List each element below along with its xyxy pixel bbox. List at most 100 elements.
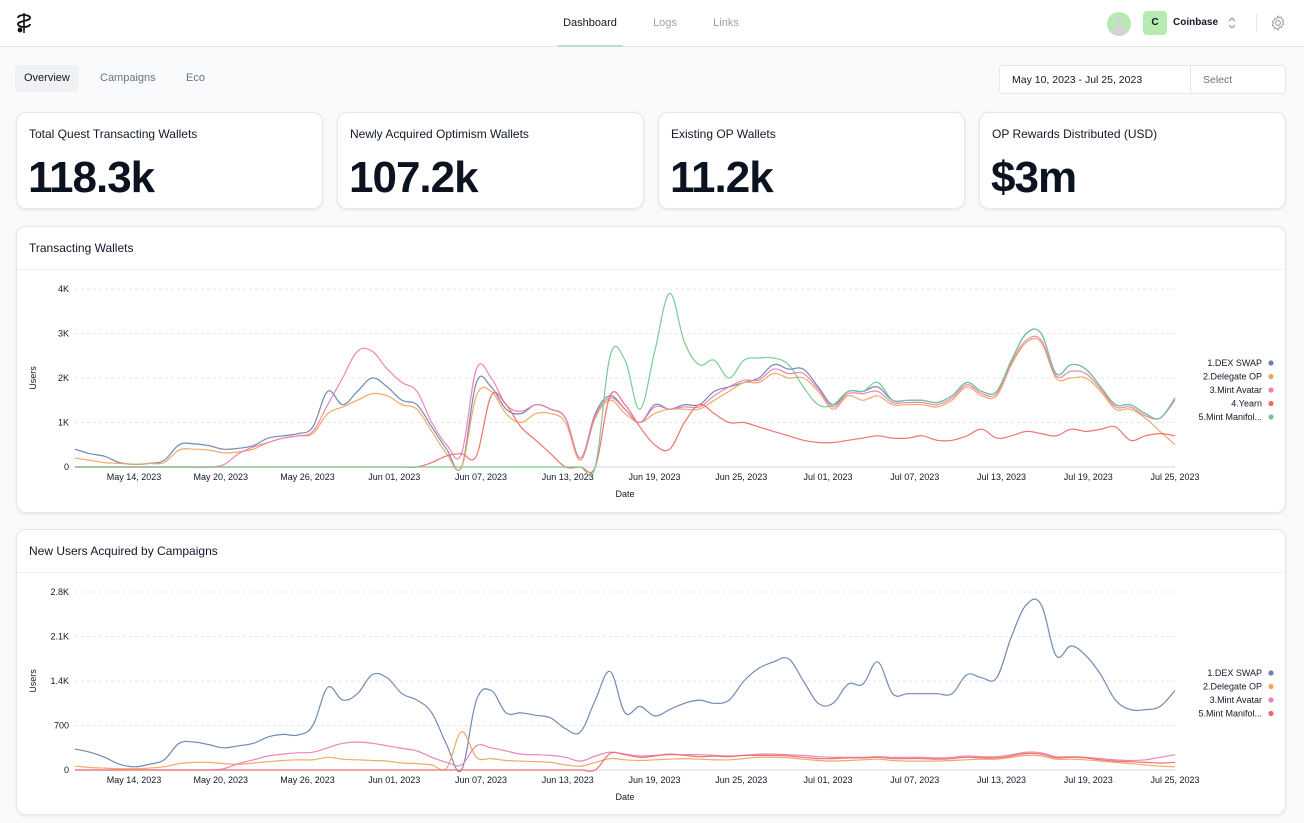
new-users-chart: 0 700 1.4K 2.1K 2.8K May 14, 2023 May 20, 2023… <box>28 587 1274 802</box>
metric-card-op-rewards: OP Rewards Distributed (USD) $3m <box>979 112 1286 209</box>
metric-value: 118.3k <box>28 153 155 202</box>
top-bar: Dashboard Logs Links C Coinbase <box>0 0 1304 47</box>
x-tick-label: Jun 19, 2023 <box>628 472 680 482</box>
series-line <box>75 335 1176 468</box>
y-tick-label: 2K <box>58 373 69 383</box>
chart-card-transacting-wallets: Transacting Wallets 0 1K 2K 3K 4K May 14, 202… <box>16 226 1286 513</box>
tab-links[interactable]: Links <box>713 17 739 29</box>
legend-marker <box>1268 710 1274 717</box>
legend-marker <box>1268 670 1274 676</box>
x-tick-label: Jun 13, 2023 <box>542 775 594 785</box>
y-tick-label: 700 <box>54 721 69 731</box>
x-tick-label: May 14, 2023 <box>107 472 162 482</box>
x-tick-label: May 20, 2023 <box>193 472 248 482</box>
legend-label: 1.DEX SWAP <box>1207 358 1262 368</box>
legend-label: 3.Mint Avatar <box>1210 385 1262 395</box>
x-tick-label: Jun 25, 2023 <box>715 472 767 482</box>
metric-value: 11.2k <box>670 153 774 202</box>
metric-value: $3m <box>991 153 1077 202</box>
series-line <box>74 731 1176 771</box>
x-tick-label: Jun 07, 2023 <box>455 775 507 785</box>
x-tick-label: May 20, 2023 <box>193 775 248 785</box>
chart-title: Transacting Wallets <box>29 241 134 255</box>
legend-label: 5.Mint Manifol... <box>1198 709 1262 719</box>
subtab-overview[interactable]: Overview <box>15 65 79 92</box>
metric-title: Total Quest Transacting Wallets <box>29 127 198 141</box>
x-tick-label: May 26, 2023 <box>280 472 335 482</box>
date-preset-select[interactable]: Select <box>1203 74 1233 86</box>
logo-icon[interactable] <box>14 12 34 34</box>
chart-divider <box>17 572 1285 573</box>
header-divider <box>1256 14 1257 32</box>
x-tick-label: May 14, 2023 <box>107 775 162 785</box>
y-axis-label: Users <box>28 366 38 390</box>
legend-label: 3.Mint Avatar <box>1210 695 1262 705</box>
y-tick-label: 3K <box>58 329 69 339</box>
avatar[interactable] <box>1107 12 1131 36</box>
legend-label: 5.Mint Manifol... <box>1198 412 1262 422</box>
x-tick-label: Jun 01, 2023 <box>368 472 420 482</box>
legend-marker <box>1268 373 1274 380</box>
series-line <box>74 337 1176 471</box>
metric-title: Newly Acquired Optimism Wallets <box>350 127 529 141</box>
legend-label: 2.Delegate OP <box>1203 682 1262 692</box>
series-line <box>74 328 1176 471</box>
chevron-updown-icon[interactable] <box>1226 13 1238 33</box>
y-axis-label: Users <box>28 669 38 693</box>
y-tick-label: 0 <box>64 765 69 775</box>
x-tick-label: Jul 19, 2023 <box>1064 472 1113 482</box>
x-tick-label: Jul 01, 2023 <box>803 775 852 785</box>
tab-dashboard[interactable]: Dashboard <box>557 0 623 47</box>
y-tick-label: 1K <box>58 418 69 428</box>
legend-label: 4.Yearn <box>1231 399 1262 409</box>
legend-marker <box>1268 683 1274 690</box>
chart-title: New Users Acquired by Campaigns <box>29 544 218 558</box>
legend-marker <box>1268 387 1274 393</box>
legend-marker <box>1268 360 1274 366</box>
legend-label: 2.Delegate OP <box>1203 372 1262 382</box>
series-line <box>75 391 1176 474</box>
chart-card-new-users: New Users Acquired by Campaigns 0 700 1.4K… <box>16 529 1286 815</box>
x-tick-label: Jul 07, 2023 <box>890 472 939 482</box>
x-tick-label: May 26, 2023 <box>280 775 335 785</box>
avatar-icon <box>1115 17 1123 25</box>
tab-logs[interactable]: Logs <box>653 17 677 29</box>
metric-title: Existing OP Wallets <box>671 127 776 141</box>
x-tick-label: Jul 13, 2023 <box>977 472 1026 482</box>
x-tick-label: Jun 25, 2023 <box>715 775 767 785</box>
x-axis-label: Date <box>615 489 634 499</box>
y-tick-label: 4K <box>58 284 69 294</box>
org-name[interactable]: Coinbase <box>1173 17 1219 28</box>
x-tick-label: Jun 07, 2023 <box>455 472 507 482</box>
x-tick-label: Jun 19, 2023 <box>628 775 680 785</box>
x-axis-label: Date <box>615 792 634 802</box>
legend-label: 1.DEX SWAP <box>1207 668 1262 678</box>
x-tick-label: Jul 01, 2023 <box>803 472 852 482</box>
series-line <box>75 751 1176 772</box>
x-tick-label: Jul 07, 2023 <box>890 775 939 785</box>
date-range-value[interactable]: May 10, 2023 - Jul 25, 2023 <box>1012 74 1143 86</box>
date-range-picker[interactable]: May 10, 2023 - Jul 25, 2023 Select <box>999 65 1286 94</box>
metric-value: 107.2k <box>349 153 479 202</box>
metric-title: OP Rewards Distributed (USD) <box>992 127 1158 141</box>
y-tick-label: 1.4K <box>50 676 69 686</box>
transacting-wallets-chart: 0 1K 2K 3K 4K May 14, 2023 May 20, 2023 May 26,… <box>28 284 1274 499</box>
y-tick-label: 2.8K <box>50 587 69 597</box>
subtab-campaigns[interactable]: Campaigns <box>100 72 156 84</box>
x-tick-label: Jul 25, 2023 <box>1150 775 1199 785</box>
metric-card-existing-wallets: Existing OP Wallets 11.2k <box>658 112 965 209</box>
y-tick-label: 0 <box>64 462 69 472</box>
legend-marker <box>1268 697 1274 703</box>
legend-marker <box>1268 400 1274 407</box>
x-tick-label: Jul 19, 2023 <box>1064 775 1113 785</box>
metric-card-new-wallets: Newly Acquired Optimism Wallets 107.2k <box>337 112 644 209</box>
subtab-eco[interactable]: Eco <box>186 72 205 84</box>
series-line <box>75 292 1176 477</box>
avatar-body <box>1111 26 1127 36</box>
gear-icon[interactable] <box>1269 14 1287 32</box>
x-tick-label: Jul 25, 2023 <box>1150 472 1199 482</box>
org-badge[interactable]: C <box>1143 11 1167 35</box>
date-range-divider <box>1190 66 1191 93</box>
x-tick-label: Jul 13, 2023 <box>977 775 1026 785</box>
x-tick-label: Jun 13, 2023 <box>542 472 594 482</box>
